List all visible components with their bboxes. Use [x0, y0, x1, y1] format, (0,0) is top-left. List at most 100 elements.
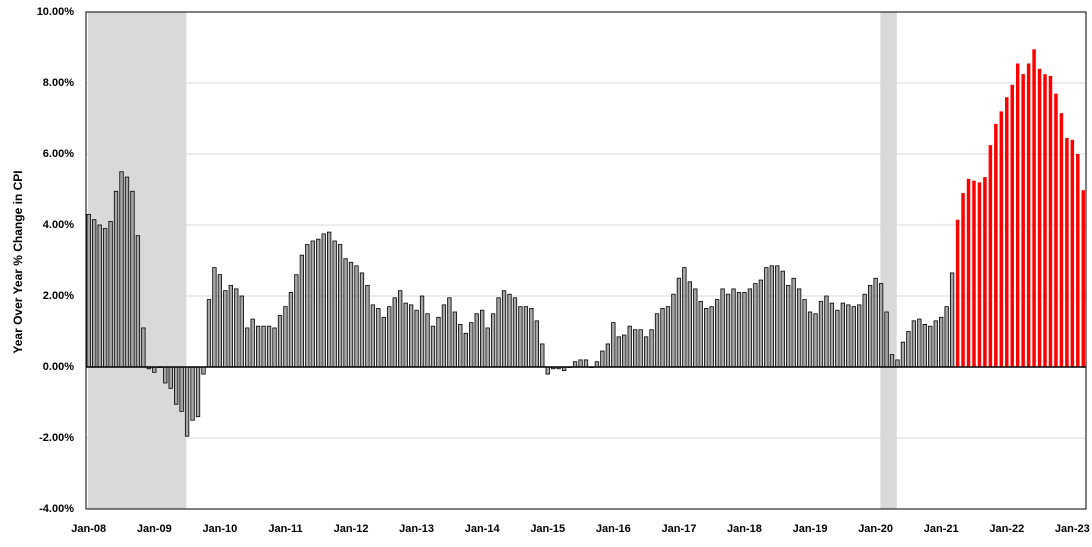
x-tick-label: Jan-16	[596, 523, 631, 535]
bar	[1070, 139, 1075, 367]
bar	[447, 297, 452, 368]
bar	[86, 213, 91, 368]
bar	[376, 308, 381, 368]
bar	[780, 270, 785, 368]
bar	[633, 329, 638, 368]
x-tick-label: Jan-18	[727, 523, 762, 535]
bar	[829, 302, 835, 368]
bar	[174, 366, 179, 405]
bar	[523, 306, 529, 368]
x-tick-label: Jan-11	[268, 523, 302, 535]
bar	[501, 290, 507, 368]
bar	[294, 274, 299, 368]
bar	[206, 299, 212, 368]
bar	[1065, 138, 1069, 367]
bar	[436, 316, 441, 368]
bar	[354, 265, 359, 368]
bar	[868, 284, 873, 368]
bar	[572, 361, 578, 368]
bar	[168, 366, 173, 389]
bar	[108, 221, 113, 368]
bar	[1015, 63, 1020, 367]
bar	[747, 288, 753, 368]
bar	[255, 325, 261, 368]
bar	[972, 180, 976, 367]
bar	[135, 235, 141, 368]
bar	[983, 177, 987, 367]
bar	[857, 304, 862, 368]
bar	[616, 336, 621, 368]
bar	[846, 304, 851, 368]
bar	[327, 231, 332, 368]
bar	[922, 323, 927, 368]
bar	[1032, 49, 1036, 368]
y-tick-label: 4.00%	[43, 219, 74, 231]
bar	[627, 325, 632, 368]
bar	[1005, 97, 1009, 367]
bar	[884, 311, 889, 368]
bar	[878, 283, 884, 368]
bar	[643, 336, 649, 368]
bar	[1021, 74, 1025, 367]
bar	[671, 293, 676, 368]
bar	[698, 300, 703, 368]
bar	[840, 302, 845, 368]
y-tick-label: 0.00%	[43, 361, 74, 373]
bar	[441, 304, 447, 368]
bar	[594, 361, 600, 368]
x-tick-label: Jan-08	[71, 523, 106, 535]
bar	[425, 313, 430, 368]
bar	[676, 277, 682, 368]
bar	[321, 233, 326, 368]
bar	[201, 366, 206, 375]
y-tick-label: -4.00%	[39, 503, 74, 515]
bar	[933, 320, 938, 368]
bar	[234, 288, 239, 368]
bar	[889, 354, 895, 368]
bar	[818, 300, 824, 368]
y-tick-label: 2.00%	[43, 290, 74, 302]
bar	[742, 292, 747, 368]
bar	[966, 178, 971, 367]
bar	[862, 293, 867, 368]
y-tick-label: 10.00%	[37, 6, 75, 18]
bar	[807, 311, 813, 368]
bar	[480, 309, 485, 368]
x-tick-label: Jan-23	[1055, 523, 1090, 535]
x-tick-label: Jan-17	[661, 523, 696, 535]
bar	[113, 190, 119, 368]
bar	[1026, 63, 1031, 367]
bar	[753, 283, 758, 368]
bar	[365, 284, 370, 368]
x-tick-label: Jan-21	[924, 523, 959, 535]
bar	[994, 123, 998, 367]
bar	[250, 318, 255, 368]
bar	[496, 297, 501, 368]
bar	[458, 323, 463, 368]
bar	[518, 306, 523, 368]
bar	[704, 308, 709, 368]
bar	[791, 277, 796, 368]
x-tick-label: Jan-15	[530, 523, 565, 535]
bar	[403, 302, 408, 368]
bar	[796, 288, 802, 368]
bar	[184, 366, 190, 437]
bar	[851, 306, 856, 368]
x-tick-label: Jan-20	[858, 523, 893, 535]
bar	[895, 359, 900, 368]
bar	[835, 309, 840, 368]
bar	[928, 325, 933, 368]
bar	[949, 272, 955, 368]
bar	[512, 297, 518, 368]
bar	[130, 190, 135, 368]
bar	[217, 274, 223, 368]
y-tick-label: 8.00%	[43, 77, 74, 89]
bar	[283, 306, 288, 368]
x-tick-label: Jan-10	[202, 523, 237, 535]
bar	[786, 284, 791, 368]
bar	[277, 315, 283, 368]
bar	[337, 244, 343, 368]
bar	[583, 359, 589, 368]
bar	[1010, 84, 1014, 368]
bar	[939, 316, 944, 368]
